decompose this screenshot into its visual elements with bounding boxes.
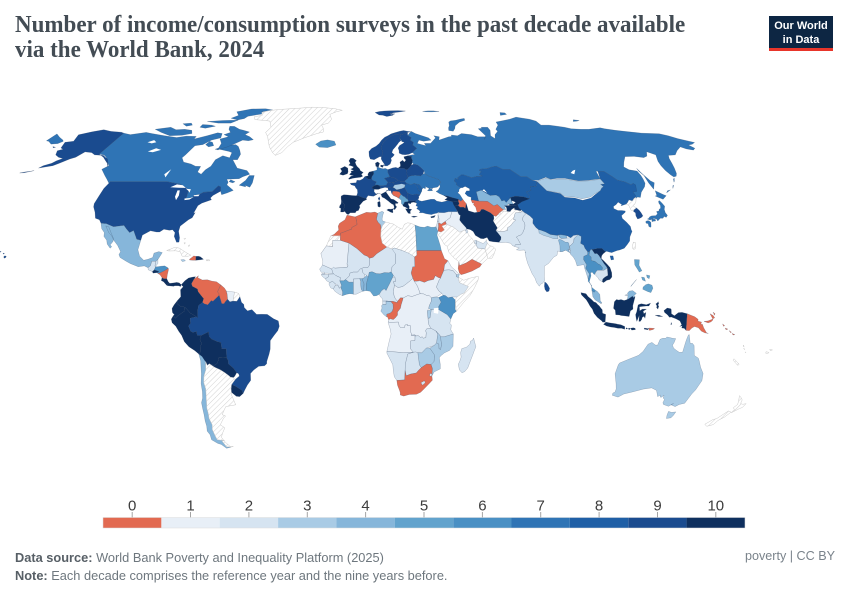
svg-text:8: 8 — [595, 498, 603, 515]
svg-text:5: 5 — [420, 498, 428, 515]
svg-text:10: 10 — [707, 498, 724, 515]
svg-text:9: 9 — [653, 498, 661, 515]
svg-text:2: 2 — [245, 498, 253, 515]
svg-text:6: 6 — [478, 498, 486, 515]
svg-text:1: 1 — [186, 498, 194, 515]
svg-text:7: 7 — [537, 498, 545, 515]
svg-text:0: 0 — [128, 498, 136, 515]
svg-text:4: 4 — [361, 498, 369, 515]
svg-text:3: 3 — [303, 498, 311, 515]
